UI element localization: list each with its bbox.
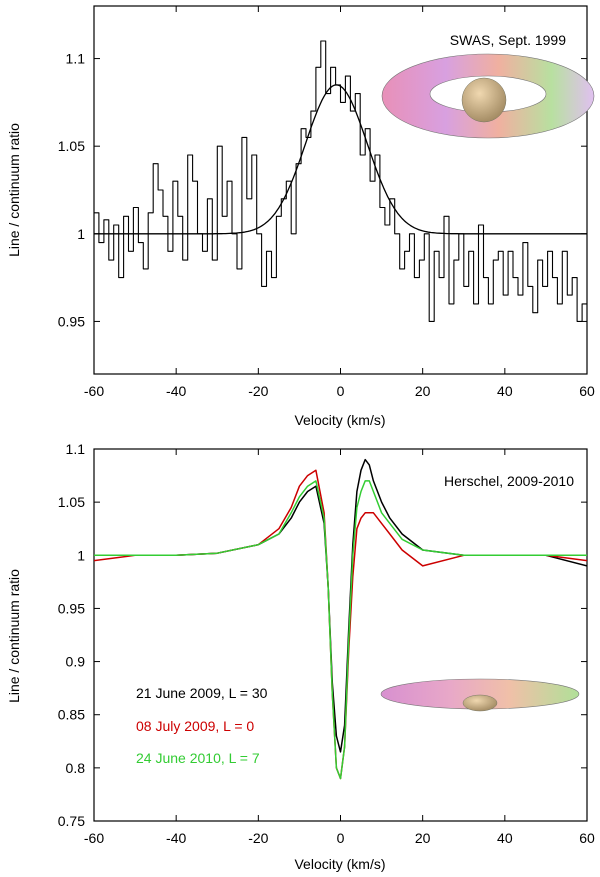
y-axis-label: Line / continuum ratio (6, 123, 22, 257)
y-tick-label: 0.85 (58, 707, 85, 723)
series-group (94, 458, 587, 780)
series-line-1 (94, 84, 587, 235)
y-axis-label: Line / continuum ratio (6, 569, 22, 703)
y-tick-label: 1.1 (66, 51, 86, 67)
series-group (94, 40, 587, 322)
x-tick-label: -60 (84, 383, 104, 399)
legend-entry-black: 21 June 2009, L = 30 (136, 685, 268, 701)
y-tick-label: 0.8 (66, 760, 86, 776)
y-tick-label: 0.95 (58, 600, 85, 616)
panel-swas: -60 -40 -20 0 20 40 60 0.95 1 1.05 1.1 SWAS, Sept.… (6, 5, 595, 428)
x-tick-label: 60 (579, 830, 595, 846)
legend-entry-green: 24 June 2010, L = 7 (136, 750, 260, 766)
x-tick-label: -60 (84, 830, 104, 846)
x-tick-label: 40 (497, 830, 513, 846)
panel-herschel: -60 -40 -20 0 20 40 60 0.75 0.8 0.85 0.9 0.95 1 1.05 1… (6, 441, 595, 872)
x-tick-label: 0 (337, 383, 345, 399)
x-tick-label: 20 (415, 830, 431, 846)
y-tick-label: 1.1 (66, 441, 86, 457)
series-line-2 (94, 480, 587, 780)
disk-inset-icon (380, 678, 580, 712)
legend: 21 June 2009, L = 30 08 July 2009, L = 0… (136, 685, 268, 766)
y-tick-label: 1 (77, 547, 85, 563)
tick-group: -60 -40 -20 0 20 40 60 0.95 1 1.05 1.1 (58, 6, 595, 399)
y-tick-label: 1 (77, 226, 85, 242)
chart-annotation: Herschel, 2009-2010 (444, 473, 574, 489)
y-tick-label: 1.05 (58, 494, 85, 510)
x-tick-label: 20 (415, 383, 431, 399)
x-axis-label: Velocity (km/s) (294, 856, 385, 872)
torus-inset-icon (381, 53, 595, 139)
y-tick-label: 0.75 (58, 813, 85, 829)
x-tick-label: 0 (337, 830, 345, 846)
series-line-0 (94, 40, 587, 322)
x-tick-label: 60 (579, 383, 595, 399)
chart-annotation: SWAS, Sept. 1999 (450, 32, 566, 48)
tick-group: -60 -40 -20 0 20 40 60 0.75 0.8 0.85 0.9 0.95 1 1.05 1… (58, 441, 595, 846)
y-tick-label: 0.95 (58, 313, 85, 329)
x-tick-label: 40 (497, 383, 513, 399)
legend-entry-red: 08 July 2009, L = 0 (136, 718, 254, 734)
x-tick-label: -20 (248, 830, 268, 846)
y-tick-label: 0.9 (66, 654, 86, 670)
x-tick-label: -20 (248, 383, 268, 399)
x-tick-label: -40 (166, 383, 186, 399)
x-tick-label: -40 (166, 830, 186, 846)
y-tick-label: 1.05 (58, 138, 85, 154)
x-axis-label: Velocity (km/s) (294, 412, 385, 428)
